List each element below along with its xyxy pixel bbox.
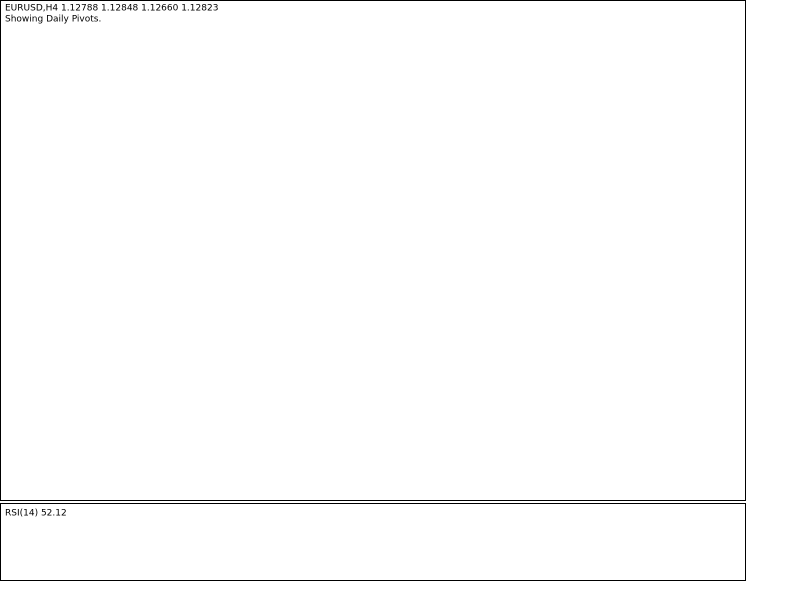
label-layer: EURUSD,H4 1.12788 1.12848 1.12660 1.1282… [5,4,218,519]
main-frame [0,0,746,501]
chart-subtitle: Showing Daily Pivots. [5,15,101,25]
rsi-title: RSI(14) 52.12 [5,509,67,519]
rsi-frame [0,503,746,581]
chart-title: EURUSD,H4 1.12788 1.12848 1.12660 1.1282… [5,4,218,14]
